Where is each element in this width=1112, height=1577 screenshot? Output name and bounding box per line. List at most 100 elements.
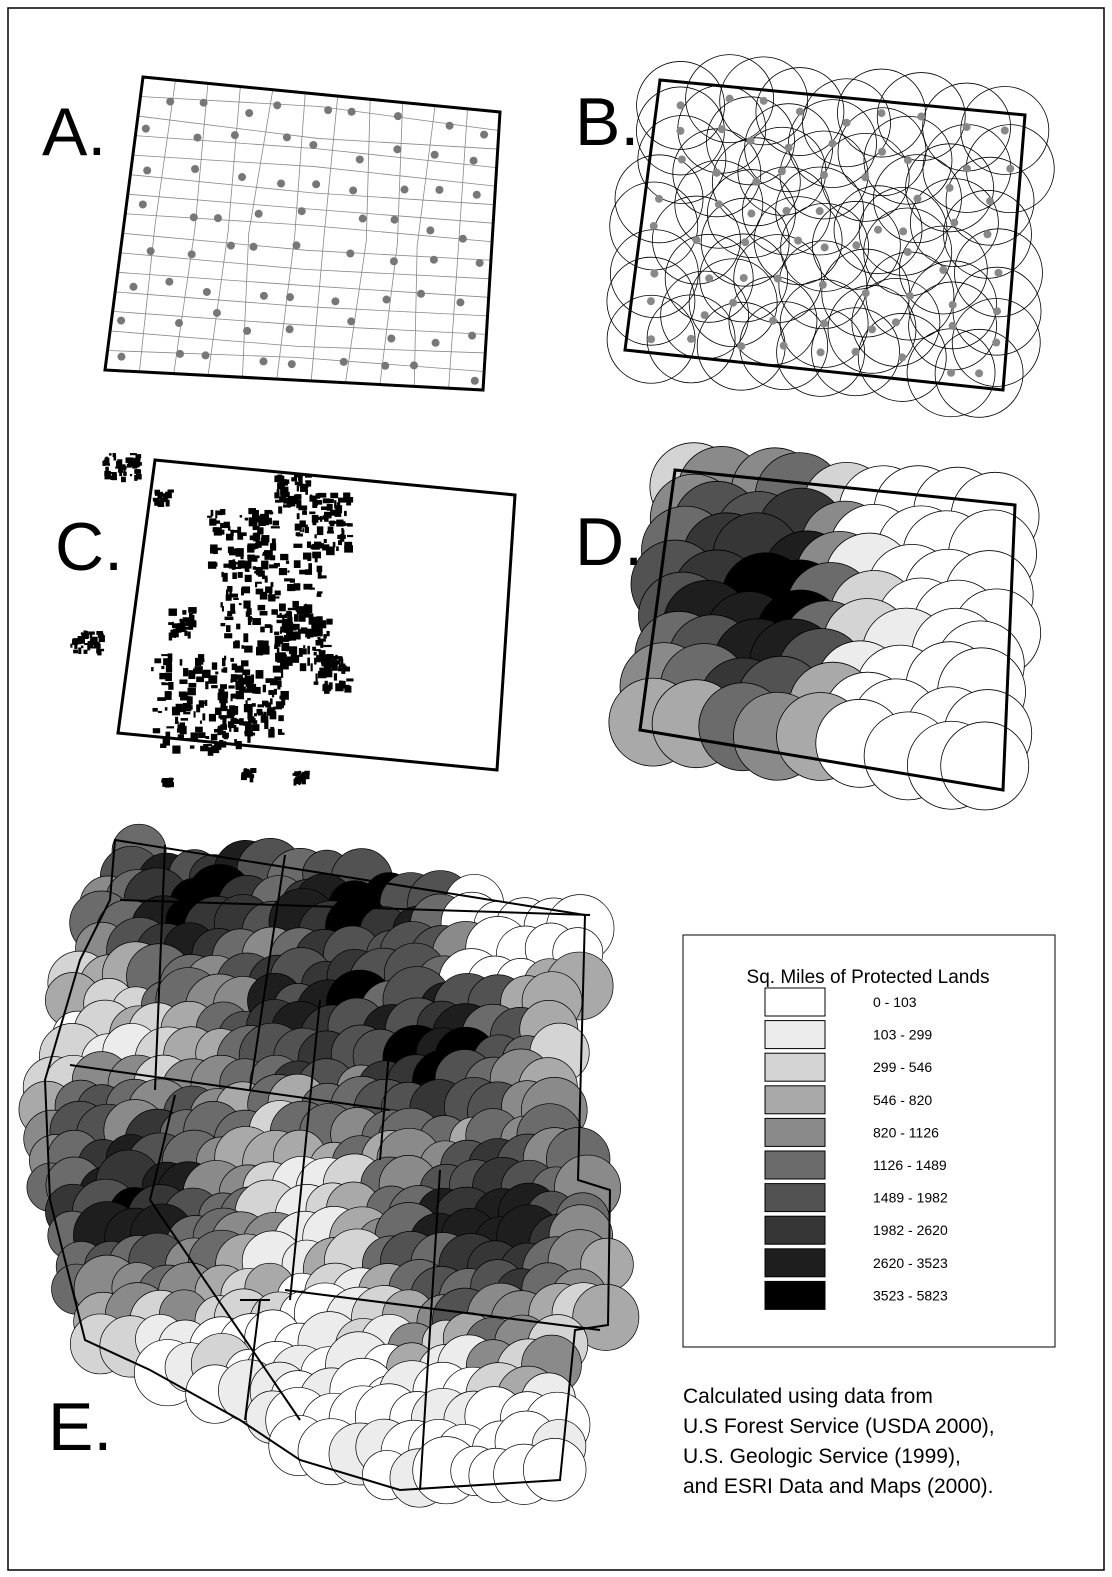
land-patch [222, 733, 229, 738]
land-patch [297, 513, 300, 519]
land-patch [130, 474, 132, 476]
land-patch [245, 567, 250, 571]
land-patch [229, 724, 231, 732]
county-centroid [986, 197, 994, 205]
land-patch [312, 647, 316, 651]
county-centroid [324, 106, 332, 114]
county-centroid [701, 311, 709, 319]
county-centroid [277, 180, 285, 188]
land-patch [318, 639, 326, 642]
land-patch [270, 680, 278, 685]
legend-swatch [765, 1249, 825, 1277]
land-patch [278, 715, 283, 721]
land-patch [307, 541, 311, 547]
county-centroid [480, 131, 488, 139]
county-centroid [746, 137, 754, 145]
county-centroid [129, 283, 137, 291]
land-patch [279, 636, 282, 638]
land-patch [154, 658, 161, 663]
land-patch [247, 608, 252, 615]
land-patch [250, 774, 254, 778]
land-patch [245, 575, 252, 582]
county-centroid [471, 377, 479, 385]
land-patch [162, 493, 169, 496]
county-centroid [729, 299, 737, 307]
land-patch [162, 782, 165, 787]
land-patch [246, 680, 251, 687]
county-centroid [898, 353, 906, 361]
legend-label: 0 - 103 [873, 994, 917, 1010]
land-patch [279, 613, 281, 618]
land-patch [202, 713, 205, 720]
land-patch [337, 535, 346, 539]
land-patch [241, 660, 248, 666]
land-patch [318, 571, 322, 579]
county-centroid [878, 148, 886, 156]
land-patch [275, 656, 278, 659]
land-patch [279, 568, 287, 575]
land-patch [215, 671, 218, 674]
land-patch [347, 535, 353, 537]
county-centroid [259, 357, 267, 365]
land-patch [307, 658, 310, 666]
legend-swatch [765, 1086, 825, 1114]
land-patch [335, 655, 338, 658]
land-patch [123, 472, 126, 476]
land-patch [241, 645, 244, 649]
land-patch [83, 650, 87, 654]
county-centroid [432, 339, 440, 347]
county-centroid [819, 281, 827, 289]
county-centroid [843, 119, 851, 127]
land-patch [274, 644, 280, 647]
land-patch [279, 604, 286, 612]
land-patch [227, 712, 234, 718]
land-patch [107, 463, 110, 466]
county-centroid [963, 164, 971, 172]
land-patch [324, 539, 327, 543]
land-patch [221, 623, 226, 626]
land-patch [166, 692, 172, 695]
county-centroid [939, 266, 947, 274]
land-patch [217, 727, 221, 735]
land-patch [231, 594, 238, 598]
county-centroid [166, 98, 174, 106]
land-patch [121, 466, 126, 470]
land-patch [155, 491, 157, 496]
land-patch [179, 679, 187, 684]
land-patch [248, 772, 252, 774]
county-centroid [203, 288, 211, 296]
land-patch [83, 630, 86, 635]
land-patch [152, 708, 157, 712]
source-line: and ESRI Data and Maps (2000). [683, 1475, 994, 1498]
land-patch [189, 626, 194, 630]
county-centroid [780, 342, 788, 350]
county-centroid [785, 144, 793, 152]
land-patch [339, 681, 343, 687]
land-patch [222, 718, 226, 727]
land-patch [224, 656, 226, 660]
county-centroid [993, 307, 1001, 315]
county-centroid [286, 325, 294, 333]
county-centroid [852, 241, 860, 249]
land-patch [110, 472, 116, 474]
county-centroid [147, 247, 155, 255]
land-patch [211, 745, 219, 753]
legend-label: 1489 - 1982 [873, 1190, 948, 1206]
land-patch [305, 613, 310, 618]
land-patch [245, 730, 253, 736]
county-centroid [862, 289, 870, 297]
panel-label: C. [55, 509, 123, 585]
county-centroid [899, 227, 907, 235]
county-centroid [774, 275, 782, 283]
county-centroid [647, 297, 655, 305]
panel-label: E. [48, 1389, 112, 1465]
land-patch [226, 625, 231, 632]
county-centroid [917, 113, 925, 121]
land-patch [218, 530, 225, 535]
county-centroid [470, 157, 478, 165]
land-patch [198, 732, 205, 738]
county-centroid [400, 186, 408, 194]
county-centroid [752, 178, 760, 186]
land-patch [159, 492, 161, 497]
land-patch [330, 521, 335, 523]
